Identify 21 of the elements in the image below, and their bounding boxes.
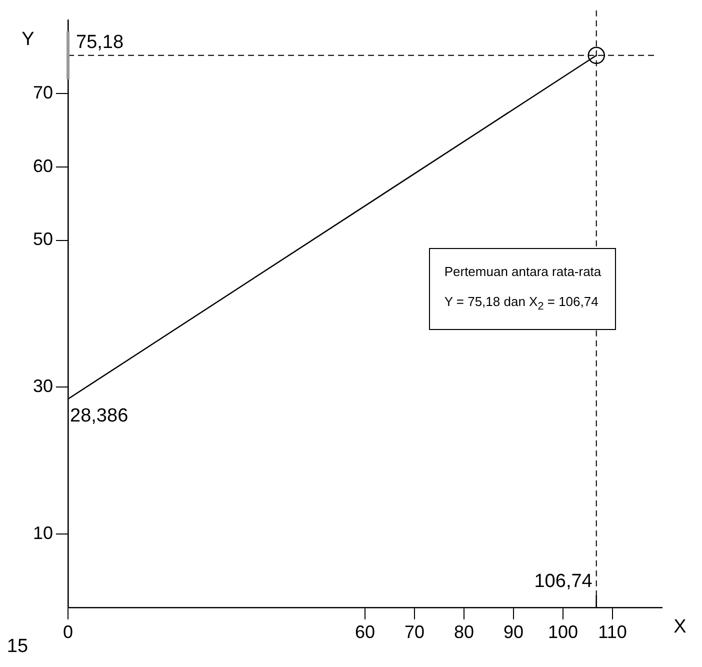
y-tick-label: 30 (32, 376, 54, 396)
y-tick-label: 50 (32, 229, 54, 250)
annotation: Y = 75,18 dan X$_{2}$ = 106,74 (444, 292, 600, 314)
x-tick-label: 80 (454, 622, 474, 642)
x-tick-label: 100 (548, 622, 578, 642)
y-tick-label: 10 (32, 522, 54, 543)
x-tick-label: 0 (63, 622, 74, 642)
ref-line-label: 106,74 (534, 571, 593, 592)
x-tick-label: 90 (503, 622, 524, 642)
text: 15 (6, 636, 28, 658)
x-axis-title: X (674, 616, 687, 638)
x-tick-label: 70 (404, 622, 425, 642)
text-box: Pertemuan antara rata-rata Y = 75,18 dan X$_{2}$ = 106,74 (429, 248, 616, 330)
y-tick-label: 70 (32, 82, 54, 102)
x-tick-label: 60 (354, 622, 376, 642)
ref-line-label: 75,18 (76, 32, 124, 54)
x-tick-label: 110 (598, 622, 627, 642)
annotation: 28,386 (70, 406, 128, 427)
y-axis-title: Y (22, 29, 35, 50)
y-tick-label: 60 (32, 156, 54, 176)
annotation: Pertemuan antara rata-rata (444, 262, 602, 281)
